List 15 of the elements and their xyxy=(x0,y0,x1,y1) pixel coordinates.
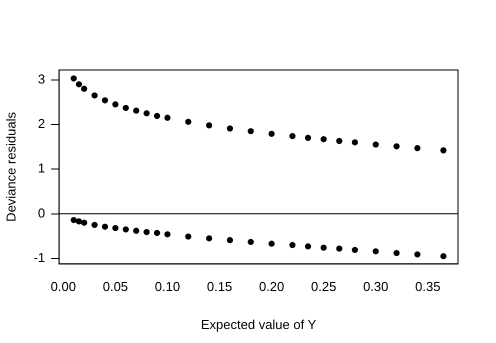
x-axis-title: Expected value of Y xyxy=(200,316,317,332)
x-tick-label: 0.05 xyxy=(102,279,128,294)
y-tick-label: -1 xyxy=(34,250,46,266)
x-tick-label: 0.25 xyxy=(311,279,336,294)
x-tick-label: 0.10 xyxy=(154,279,180,294)
x-tick-label: 0.20 xyxy=(258,279,284,294)
y-axis-title: Deviance residuals xyxy=(3,111,18,222)
x-tick-label: 0.15 xyxy=(206,279,232,294)
x-tick-label: 0.35 xyxy=(415,279,440,294)
y-tick-label: 1 xyxy=(38,160,46,176)
x-tick-label: 0.00 xyxy=(50,279,76,294)
x-tick-label: 0.30 xyxy=(363,279,388,294)
y-tick-label: 2 xyxy=(38,116,46,132)
y-tick-label: 3 xyxy=(38,71,46,86)
y-tick-label: 0 xyxy=(38,205,46,220)
